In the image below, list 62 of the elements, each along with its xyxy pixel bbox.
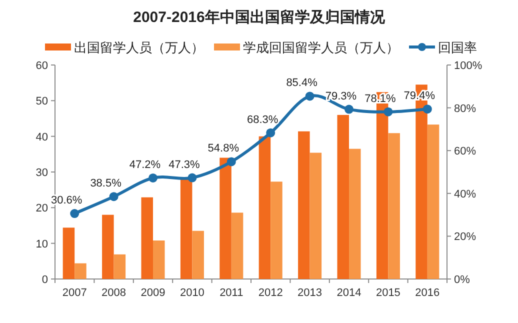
x-tick-label: 2015 <box>376 287 400 299</box>
x-tick-label: 2014 <box>336 287 362 299</box>
y-tick-label: 30 <box>36 167 48 179</box>
bar <box>298 131 310 279</box>
data-label: 54.8% <box>208 142 240 155</box>
point <box>109 192 118 202</box>
y-tick-label: 20 <box>36 202 48 215</box>
data-label: 79.3% <box>325 90 357 102</box>
bar <box>62 228 75 279</box>
data-label: 47.2% <box>129 158 161 171</box>
y2-tick-label: 60% <box>454 146 476 158</box>
x-tick-label: 2008 <box>102 287 126 299</box>
point <box>384 107 393 116</box>
legend-label: 出国留学人员（万人） <box>74 40 204 55</box>
x-tick-label: 2009 <box>140 287 166 299</box>
y2-tick-label: 40% <box>454 188 476 200</box>
legend-label: 回国率 <box>438 40 477 55</box>
y-tick-label: 60 <box>36 60 48 72</box>
bar <box>231 212 244 279</box>
chart-title: 2007-2016年中国出国留学及归国情况 <box>133 9 386 26</box>
y2-tick-label: 20% <box>454 231 476 244</box>
y-tick-label: 0 <box>42 274 48 286</box>
point <box>226 157 236 166</box>
point <box>188 173 197 182</box>
bar <box>310 152 322 279</box>
y-tick-label: 10 <box>36 238 48 250</box>
x-tick-label: 2010 <box>180 287 204 299</box>
point <box>344 104 354 114</box>
y-tick-label: 50 <box>36 96 48 108</box>
bar <box>337 114 349 279</box>
bar <box>114 254 126 279</box>
legend-label: 学成回国留学人员（万人） <box>243 40 399 55</box>
point <box>422 104 432 114</box>
y2-tick-label: 100% <box>454 60 482 72</box>
y2-tick-label: 80% <box>454 102 476 115</box>
point <box>305 92 314 101</box>
bar <box>388 133 400 279</box>
bar <box>74 263 86 279</box>
bar <box>427 124 440 279</box>
data-label: 38.5% <box>90 178 122 190</box>
data-label: 30.6% <box>51 194 82 207</box>
bar <box>258 136 271 279</box>
data-label: 85.4% <box>286 77 318 90</box>
bar <box>192 230 204 279</box>
bar <box>220 158 232 279</box>
x-tick-label: 2012 <box>258 287 283 299</box>
bar <box>141 197 153 279</box>
point <box>70 209 80 218</box>
x-tick-label: 2013 <box>298 287 322 299</box>
bar <box>153 240 165 279</box>
y2-tick-label: 0% <box>454 274 470 286</box>
x-tick-label: 2016 <box>415 287 440 299</box>
bar <box>270 182 282 279</box>
point <box>266 128 276 138</box>
bar <box>102 214 114 279</box>
bar <box>349 148 361 279</box>
data-label: 47.3% <box>168 158 200 171</box>
x-tick-label: 2007 <box>62 287 87 299</box>
x-tick-label: 2011 <box>220 287 244 299</box>
y-tick-label: 40 <box>36 131 48 144</box>
data-label: 68.3% <box>247 114 278 126</box>
point <box>148 173 158 182</box>
